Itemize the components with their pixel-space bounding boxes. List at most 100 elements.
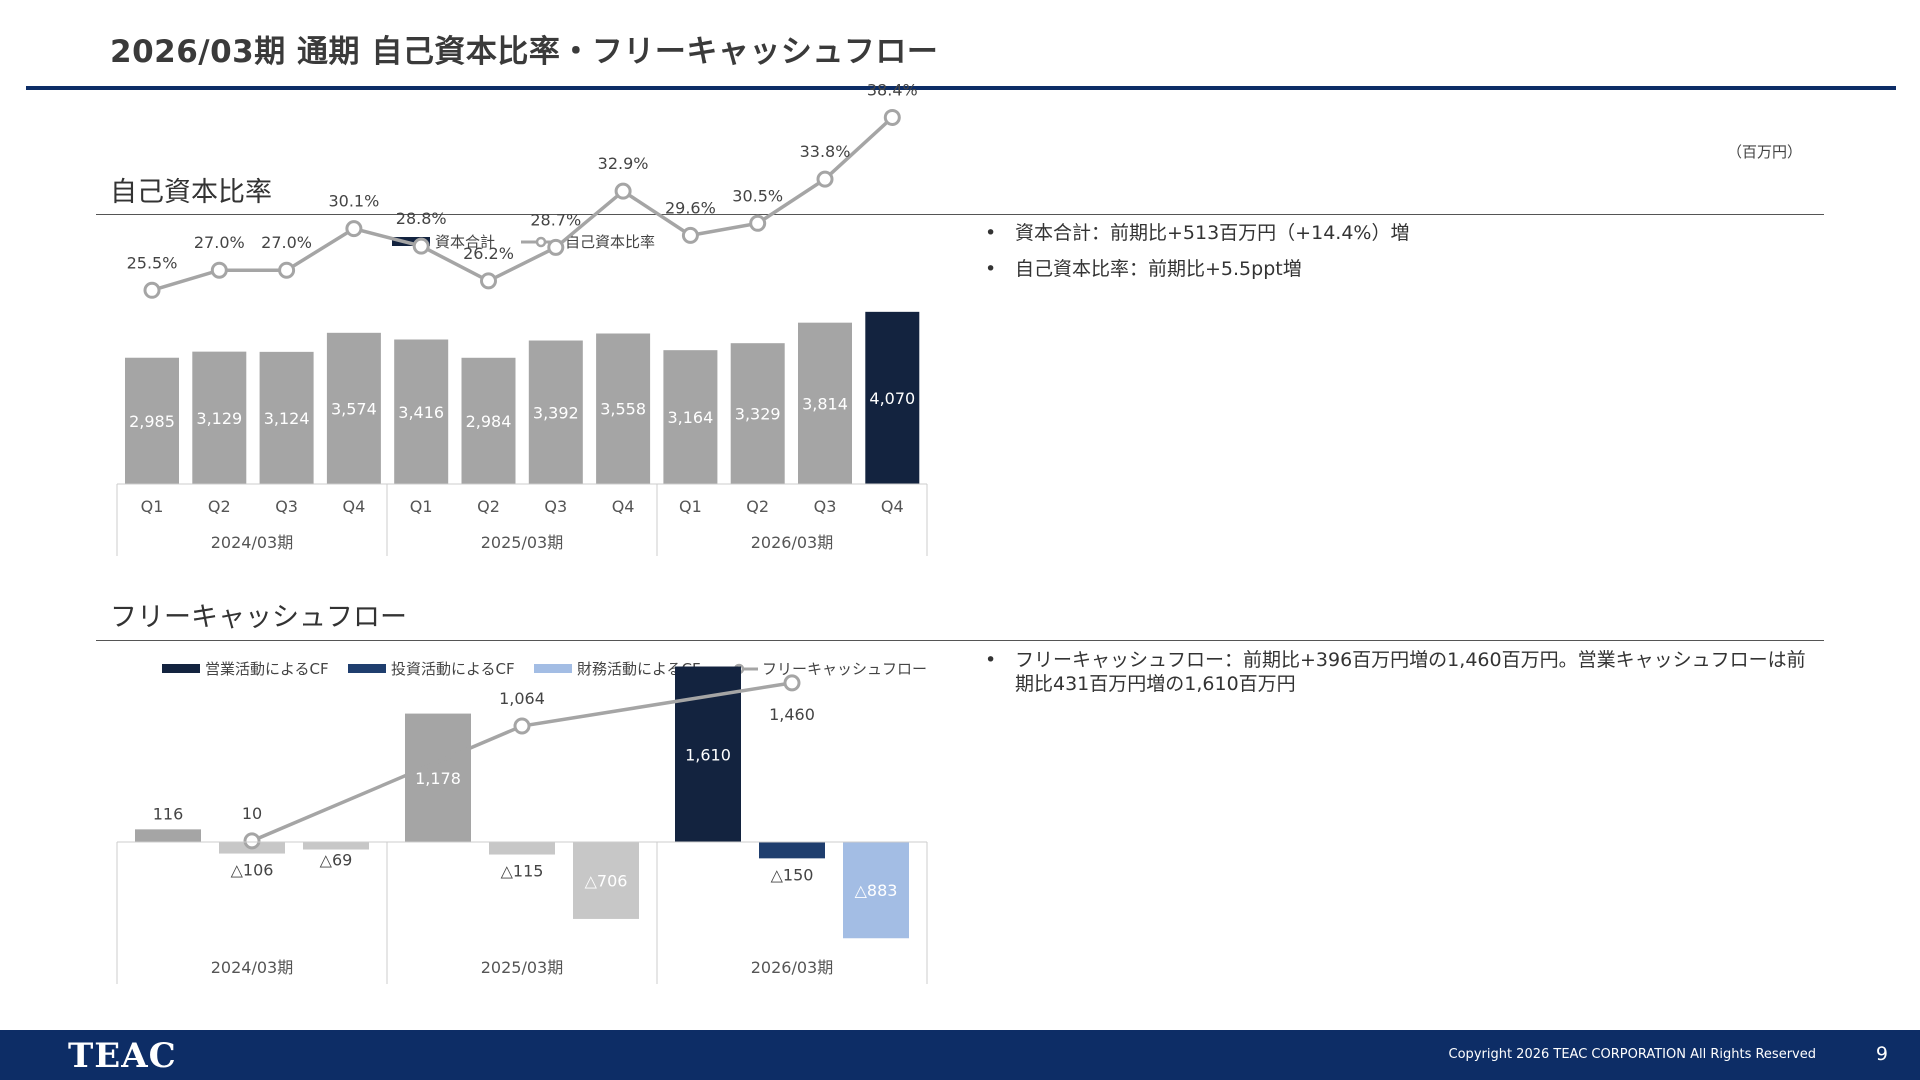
- bar-capital-total: [394, 339, 449, 484]
- x-tick-label: Q2: [746, 497, 769, 516]
- bar-investing-cf: [759, 842, 825, 859]
- bar-operating-cf: [135, 829, 201, 842]
- bar-value-label: 2,984: [466, 412, 512, 431]
- bar-financing-cf: [573, 842, 639, 919]
- cf-value-label: △69: [320, 851, 353, 870]
- point-free-cash-flow: [513, 717, 531, 735]
- x-group-label: 2024/03期: [211, 533, 293, 552]
- x-tick-label: Q4: [612, 497, 635, 516]
- ratio-value-label: 25.5%: [127, 253, 178, 272]
- ratio-value-label: 32.9%: [598, 154, 649, 173]
- ratio-value-label: 30.1%: [328, 192, 379, 211]
- x-group-label: 2026/03期: [751, 958, 833, 977]
- bar-capital-total: [259, 351, 314, 484]
- legend-label: 財務活動によるCF: [577, 660, 701, 678]
- footer-bar: TEAC Copyright 2026 TEAC CORPORATION All…: [0, 1030, 1920, 1080]
- bar-capital-total: [865, 311, 920, 484]
- ratio-value-label: 28.7%: [530, 210, 581, 229]
- bar-value-label: 3,124: [264, 409, 310, 428]
- x-tick-label: Q3: [275, 497, 298, 516]
- x-tick-label: Q4: [343, 497, 366, 516]
- fcf-value-label: 1,064: [499, 689, 545, 708]
- legend-swatch-capital: [392, 237, 430, 246]
- legend-label: 営業活動によるCF: [205, 660, 329, 678]
- bar-value-label: 2,985: [129, 412, 175, 431]
- bar-value-label: 3,574: [331, 399, 377, 418]
- legend-label: 投資活動によるCF: [391, 660, 515, 678]
- section-title-fcf: フリーキャッシュフロー: [110, 602, 407, 633]
- ratio-value-label: 28.8%: [396, 209, 447, 228]
- bar-value-label: 4,070: [869, 389, 915, 408]
- point-equity-ratio: [412, 237, 430, 255]
- cf-value-label: △115: [501, 862, 544, 881]
- page-title: 2026/03期 通期 自己資本比率・フリーキャッシュフロー: [110, 34, 939, 70]
- bar-financing-cf: [303, 842, 369, 850]
- bar-capital-total: [461, 357, 516, 484]
- teac-logo: TEAC: [68, 1036, 177, 1076]
- bar-value-label: 3,392: [533, 403, 579, 422]
- bar-capital-total: [663, 350, 718, 484]
- chart2-legend: 営業活動によるCF 投資活動によるCF 財務活動によるCF フリーキャッシュフロー: [162, 660, 927, 678]
- point-free-cash-flow: [783, 674, 801, 692]
- x-tick-label: Q4: [881, 497, 904, 516]
- point-equity-ratio: [480, 272, 497, 290]
- fcf-value-label: 1,460: [769, 705, 815, 724]
- fcf-bullets: フリーキャッシュフロー：前期比+396百万円増の1,460百万円。営業キャッシュ…: [985, 648, 1815, 708]
- bar-value-label: 3,129: [196, 409, 242, 428]
- ratio-value-label: 38.4%: [867, 80, 918, 99]
- bar-value-label: 3,416: [398, 403, 444, 422]
- legend-label-fcf: フリーキャッシュフロー: [762, 660, 927, 678]
- point-equity-ratio: [681, 226, 699, 244]
- point-equity-ratio: [614, 182, 632, 200]
- cf-value-label: 1,178: [415, 769, 461, 788]
- equity-ratio-chart: 資本合計 自己資本比率 2,985 3,129 3,124 3,574 3,416 2,984…: [116, 80, 928, 556]
- ratio-value-label: 33.8%: [800, 142, 851, 161]
- legend-marker-ratio: [535, 236, 547, 248]
- x-tick-label: Q2: [208, 497, 231, 516]
- x-tick-label: Q3: [544, 497, 567, 516]
- point-equity-ratio: [547, 238, 565, 256]
- bar-investing-cf: [489, 842, 555, 855]
- bar-capital-total: [730, 343, 785, 484]
- x-group-label: 2024/03期: [211, 958, 293, 977]
- copyright-text: Copyright 2026 TEAC CORPORATION All Righ…: [1448, 1047, 1816, 1062]
- title-rule: [26, 86, 1896, 90]
- ratio-value-label: 29.6%: [665, 198, 716, 217]
- bar-capital-total: [528, 340, 583, 484]
- legend-label-capital: 資本合計: [435, 233, 495, 251]
- point-equity-ratio: [749, 214, 767, 232]
- point-equity-ratio: [143, 281, 161, 299]
- x-tick-label: Q3: [814, 497, 837, 516]
- point-equity-ratio: [816, 170, 834, 188]
- bar-value-label: 3,814: [802, 394, 848, 413]
- ratio-value-label: 26.2%: [463, 244, 514, 263]
- bar-capital-total: [192, 351, 247, 484]
- cf-value-label: △883: [855, 881, 898, 900]
- section-rule-fcf: [96, 640, 1824, 641]
- cf-value-label: 1,610: [685, 745, 731, 764]
- x-group-label: 2025/03期: [481, 533, 563, 552]
- bullet-capital-total: 資本合計：前期比+513百万円（+14.4%）増: [985, 221, 1409, 245]
- ratio-value-label: 27.0%: [194, 233, 245, 252]
- bar-capital-total: [326, 332, 381, 484]
- x-tick-label: Q2: [477, 497, 500, 516]
- x-tick-label: Q1: [141, 497, 164, 516]
- bar-capital-total: [125, 357, 179, 484]
- x-tick-label: Q1: [679, 497, 702, 516]
- bar-financing-cf: [843, 842, 909, 939]
- free-cash-flow-chart: 営業活動によるCF 投資活動によるCF 財務活動によるCF フリーキャッシュフロー 11…: [116, 660, 928, 984]
- section-rule-equity: [96, 214, 1824, 215]
- x-group-label: 2025/03期: [481, 958, 563, 977]
- section-title-equity-ratio: 自己資本比率: [110, 177, 272, 208]
- line-equity-ratio: [151, 116, 894, 292]
- point-equity-ratio: [278, 261, 296, 279]
- bar-value-label: 3,164: [667, 408, 713, 427]
- x-tick-label: Q1: [410, 497, 433, 516]
- legend-swatch-investing: [348, 664, 386, 673]
- legend-swatch-operating: [162, 664, 200, 673]
- page-number: 9: [1875, 1043, 1888, 1065]
- unit-label: （百万円）: [1726, 143, 1802, 161]
- bullet-equity-ratio: 自己資本比率：前期比+5.5ppt増: [985, 257, 1409, 281]
- cf-value-label: △150: [771, 865, 814, 884]
- bar-value-label: 3,329: [735, 405, 781, 424]
